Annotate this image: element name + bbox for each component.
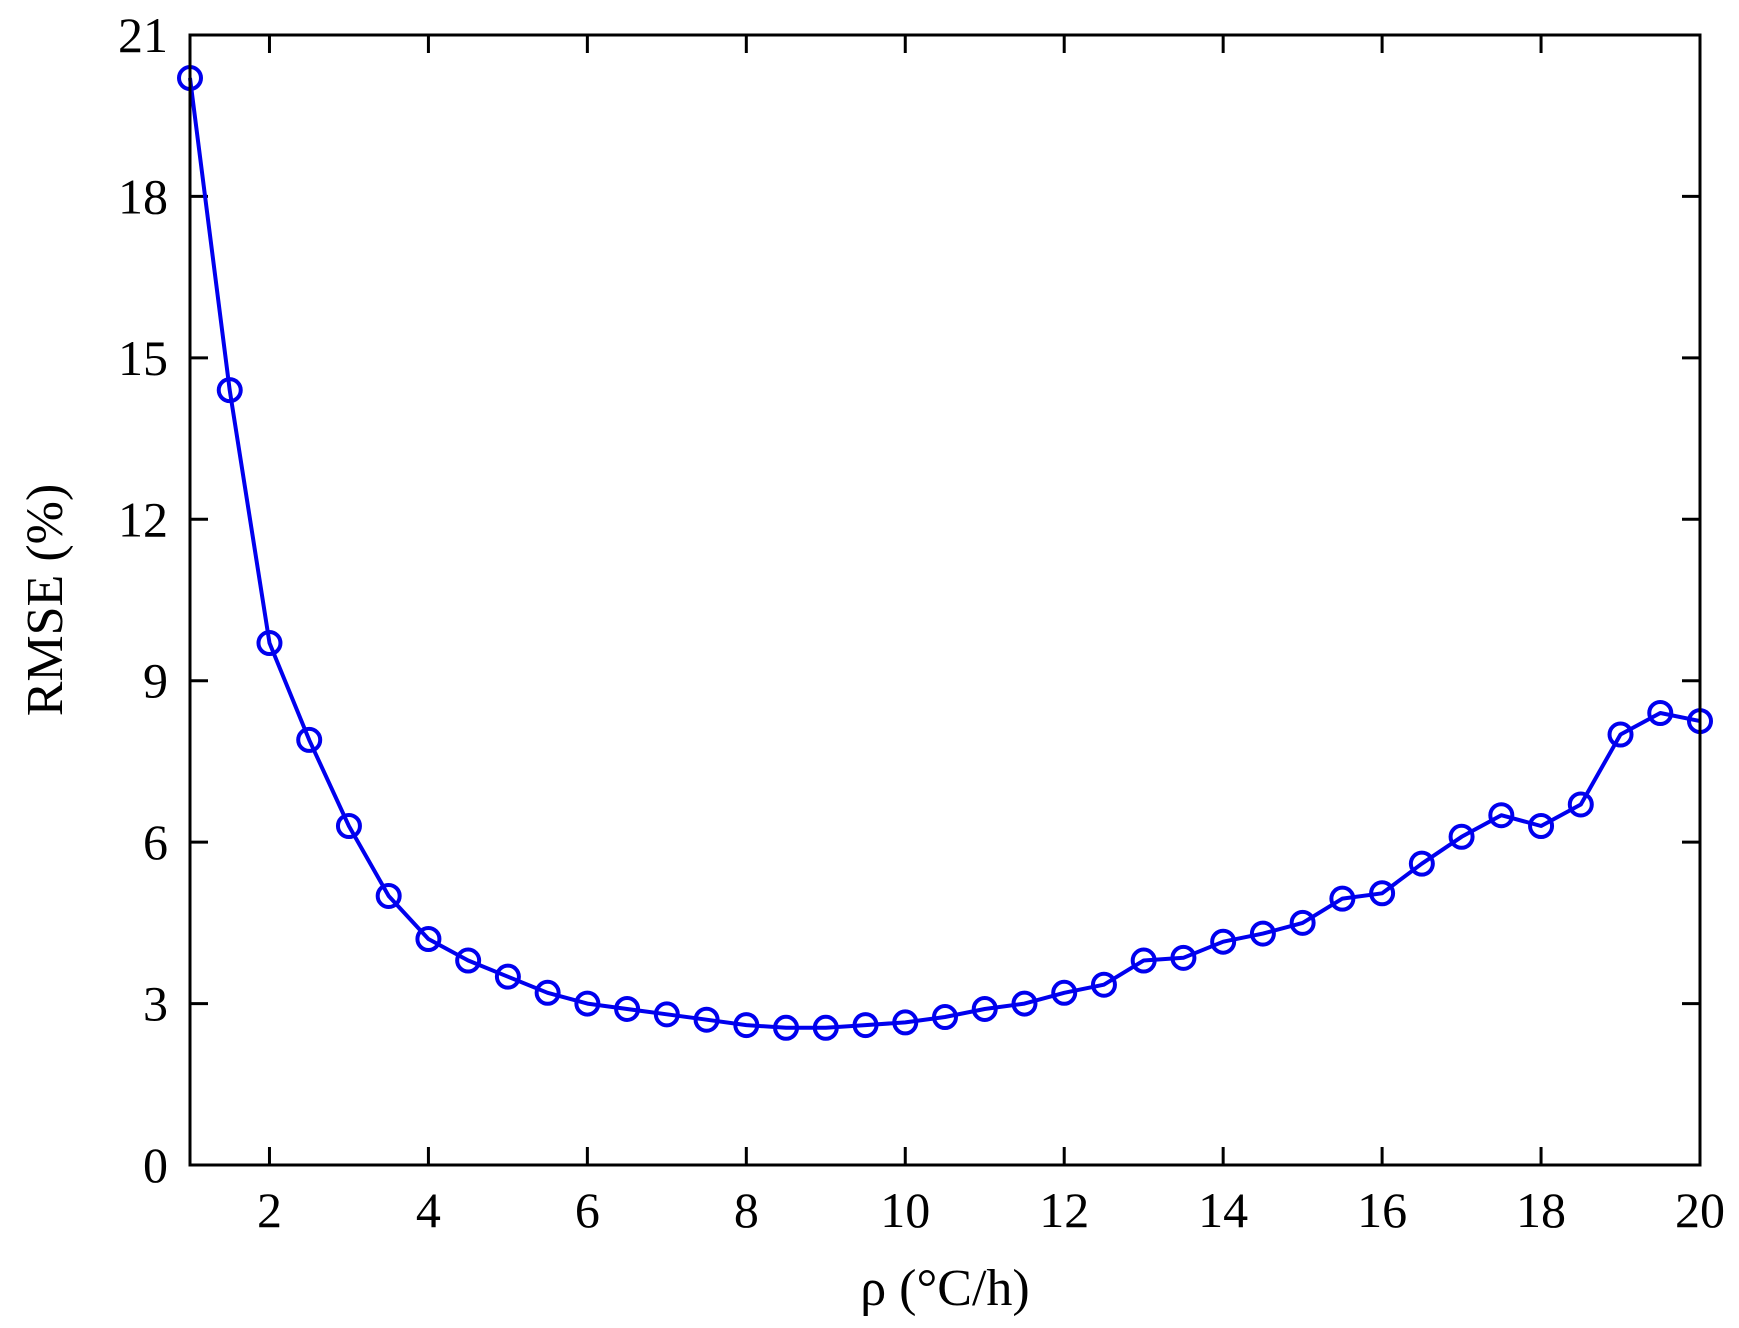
y-tick-label: 15 xyxy=(118,330,168,386)
data-point xyxy=(1528,813,1555,839)
data-point xyxy=(1249,920,1276,947)
data-point xyxy=(852,1012,879,1039)
data-point xyxy=(455,947,482,974)
data-point xyxy=(812,1014,839,1041)
x-tick-label: 4 xyxy=(416,1182,441,1238)
x-axis-label: ρ (°C/h) xyxy=(860,1260,1030,1317)
data-point xyxy=(1448,823,1475,850)
x-tick-label: 14 xyxy=(1198,1182,1248,1238)
data-point xyxy=(1289,909,1316,936)
x-tick-label: 10 xyxy=(880,1182,930,1238)
data-point xyxy=(1170,944,1197,971)
data-series xyxy=(177,65,1713,1041)
x-tick-label: 8 xyxy=(734,1182,759,1238)
series-line xyxy=(188,77,1701,1030)
data-point xyxy=(971,995,998,1022)
data-point xyxy=(1488,802,1515,829)
data-point xyxy=(415,926,442,952)
data-point xyxy=(574,990,601,1017)
axis-ticks xyxy=(190,33,1702,1167)
data-point xyxy=(1647,700,1674,726)
y-axis-label: RMSE (%) xyxy=(17,484,74,717)
y-tick-label: 12 xyxy=(118,491,168,547)
x-tick-label: 20 xyxy=(1675,1182,1725,1238)
y-tick-label: 0 xyxy=(143,1137,168,1193)
data-point xyxy=(534,979,561,1006)
data-point xyxy=(1051,979,1078,1006)
data-point xyxy=(932,1004,958,1031)
data-point xyxy=(1369,880,1396,907)
data-point xyxy=(892,1009,919,1036)
data-point xyxy=(1567,791,1594,818)
data-point xyxy=(773,1014,800,1041)
data-point xyxy=(693,1006,720,1033)
y-tick-label: 21 xyxy=(118,7,168,63)
x-tick-label: 2 xyxy=(257,1182,282,1238)
data-point xyxy=(733,1012,760,1039)
data-point xyxy=(296,726,323,753)
data-point xyxy=(1090,971,1117,998)
tick-labels: 2 4 6 8 10 12 14 16 18 20 0 3 6 9 12 15 18 21 xyxy=(118,7,1725,1238)
x-tick-label: 18 xyxy=(1516,1182,1566,1238)
y-tick-label: 18 xyxy=(118,168,168,224)
data-point xyxy=(375,882,402,909)
data-point xyxy=(1329,885,1356,912)
data-point xyxy=(1130,947,1157,974)
x-tick-label: 12 xyxy=(1039,1182,1089,1238)
data-point xyxy=(494,963,521,990)
plot-frame xyxy=(188,33,1702,1167)
data-point xyxy=(653,1001,680,1028)
data-point xyxy=(614,995,641,1022)
x-tick-label: 16 xyxy=(1357,1182,1407,1238)
data-point xyxy=(1607,721,1634,748)
x-tick-label: 6 xyxy=(575,1182,600,1238)
data-point xyxy=(1210,928,1237,955)
data-point xyxy=(216,377,243,404)
data-point xyxy=(256,630,283,657)
y-tick-label: 6 xyxy=(143,814,168,870)
y-tick-label: 3 xyxy=(143,976,168,1032)
data-point xyxy=(335,813,362,839)
y-tick-label: 9 xyxy=(143,653,168,709)
data-point xyxy=(1011,990,1038,1017)
data-point xyxy=(1408,850,1435,877)
